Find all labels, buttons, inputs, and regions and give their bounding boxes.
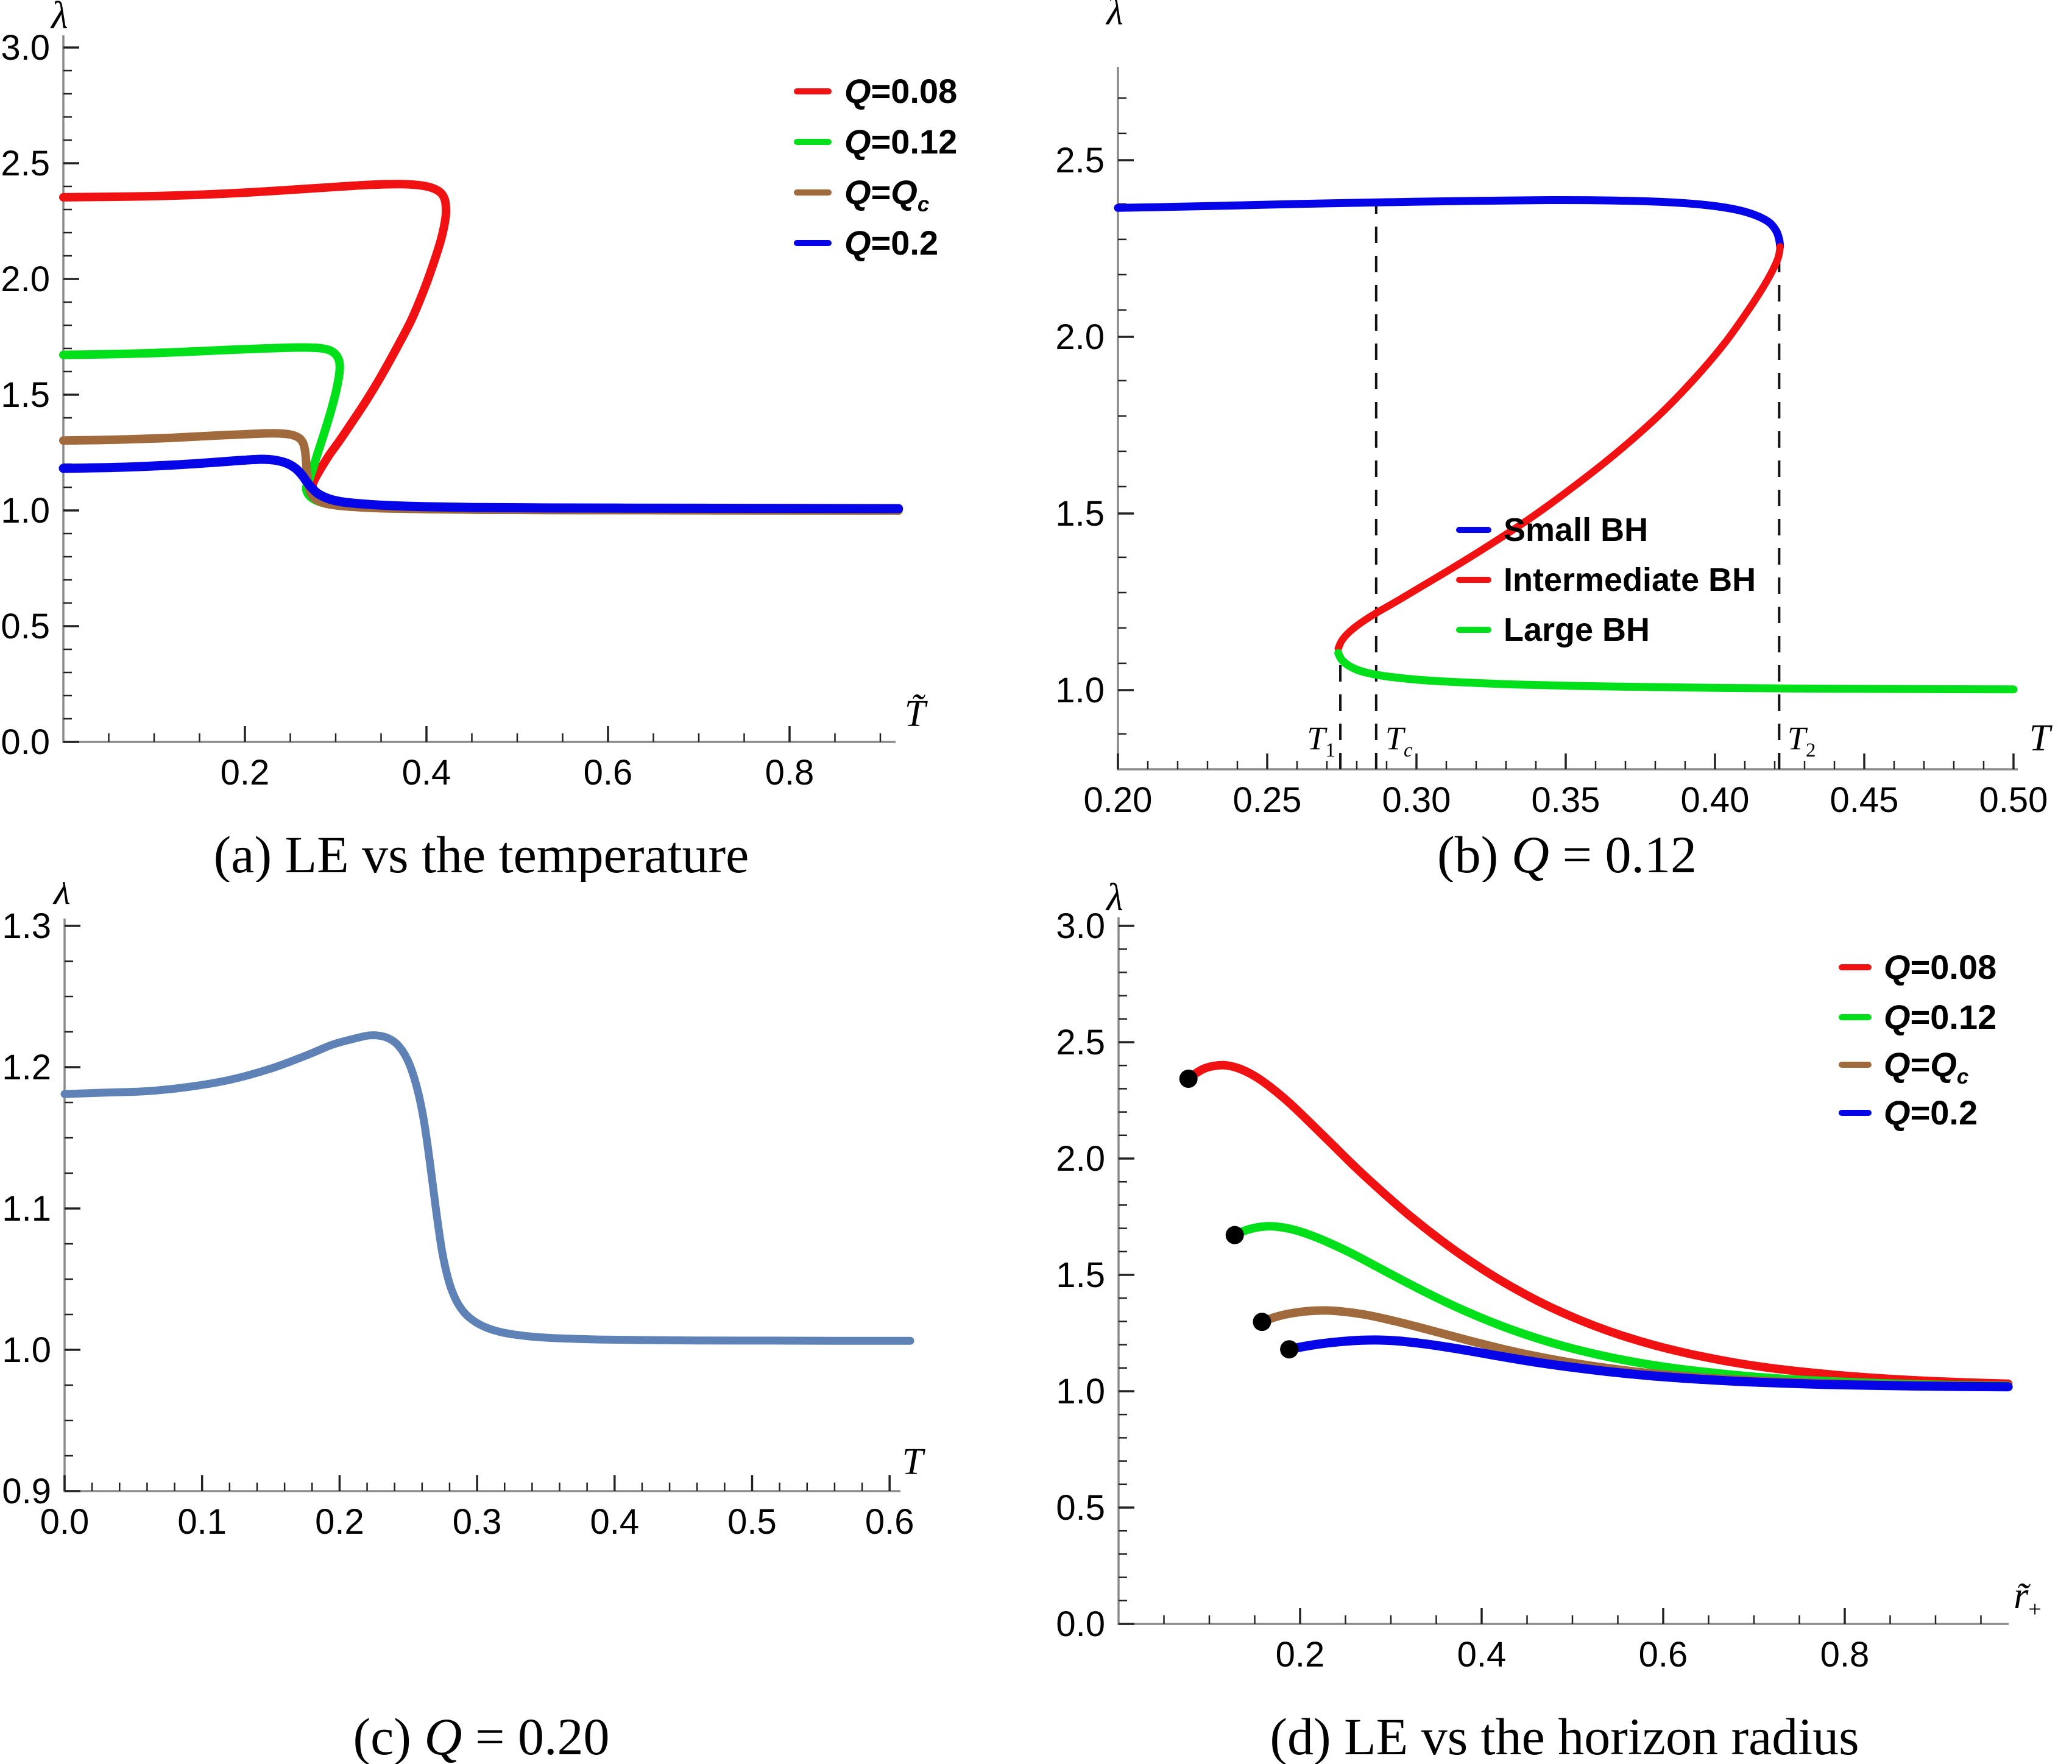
- x-tick-label: 0.4: [590, 1502, 639, 1542]
- chart-canvas-c: 0.0 0.1 0.2 0.3 0.4 0.5 0.6 0.9 1.0 1.1 1.2 1.3 Tλ (c…: [2, 882, 926, 1764]
- y-tick-label: 1.0: [2, 1330, 51, 1370]
- panel-d-le-vs-horizon-radius: 0.2 0.4 0.6 0.8 0.0 0.5 1.0 1.5 2.0 2.5 3.0 Q=0.08 Q…: [1036, 882, 2072, 1764]
- series-curve-q-0-12: [59, 343, 903, 515]
- x-axis-symbol: T: [2029, 718, 2053, 759]
- legend-label-q-0-2: Q=0.2: [1884, 1093, 1978, 1132]
- x-tick-label: 0.4: [1457, 1635, 1507, 1674]
- x-tick-label: 0.0: [40, 1502, 90, 1542]
- x-tick-label: 0.30: [1382, 780, 1451, 820]
- endpoint-dot-q-0-08: [1179, 1069, 1198, 1088]
- chart-canvas-b: 0.20 0.25 0.30 0.35 0.40 0.45 0.50 1.0 1.5 2.0 2.5…: [1055, 0, 2053, 882]
- y-tick-label: 1.3: [2, 906, 51, 946]
- x-axis-symbol: T̃: [905, 693, 928, 735]
- caption-b: (b) Q = 0.12: [1437, 825, 1697, 882]
- x-tick-label: 0.6: [865, 1502, 914, 1542]
- caption-d: (d) LE vs the horizon radius: [1270, 1707, 1859, 1764]
- y-tick-label: 1.0: [1055, 671, 1105, 710]
- x-tick-label: 0.50: [1979, 780, 2048, 820]
- x-tick-label: 0.5: [727, 1502, 777, 1542]
- y-tick-label: 0.9: [2, 1472, 51, 1511]
- y-tick-label: 2.0: [1055, 317, 1105, 357]
- x-tick-label: 0.1: [177, 1502, 227, 1542]
- series-curve-q-0-2: [58, 454, 903, 513]
- legend-label-q-0-08: Q=0.08: [844, 72, 957, 110]
- legend-label-q-0-12: Q=0.12: [844, 122, 957, 161]
- y-tick-label: 1.5: [1, 375, 50, 415]
- x-tick-label: 0.25: [1233, 780, 1302, 820]
- x-tick-label: 0.35: [1532, 780, 1600, 820]
- x-tick-label: 0.2: [221, 753, 270, 792]
- y-axis-symbol: λ: [1105, 882, 1123, 919]
- y-axis-symbol: λ: [1105, 0, 1123, 33]
- y-tick-label: 0.5: [1056, 1488, 1105, 1528]
- y-tick-label: 1.0: [1056, 1372, 1105, 1411]
- legend-label-q-0-2: Q=0.2: [844, 224, 938, 262]
- x-tick-label: 0.3: [453, 1502, 502, 1542]
- series-curve-small-bh: [1114, 196, 1784, 251]
- caption-a: (a) LE vs the temperature: [214, 825, 749, 882]
- legend-label-q-qc: Q=Qc: [1884, 1045, 1968, 1088]
- legend-label-large-bh: Large BH: [1504, 612, 1650, 648]
- series-curve-intermediate-bh: [1334, 243, 1784, 652]
- y-tick-label: 2.0: [1, 259, 50, 299]
- x-tick-label: 0.8: [1820, 1635, 1870, 1674]
- y-tick-label: 2.5: [1056, 1023, 1105, 1062]
- series-curve-q-qc: [59, 429, 903, 515]
- panel-a-le-vs-temperature: 0.2 0.4 0.6 0.8 0.0 0.5 1.0 1.5 2.0 2.5 3.0 Q=0.08 Q…: [0, 0, 1036, 882]
- y-tick-label: 1.0: [1, 491, 50, 531]
- panel-b-q-0-12: 0.20 0.25 0.30 0.35 0.40 0.45 0.50 1.0 1.5 2.0 2.5…: [1036, 0, 2072, 882]
- endpoint-dot-q-0-2: [1280, 1340, 1299, 1359]
- y-tick-label: 0.5: [1, 607, 50, 646]
- series-curve-q-0-20: [60, 1031, 914, 1345]
- y-tick-label: 1.5: [1056, 1255, 1105, 1295]
- y-tick-label: 1.1: [2, 1189, 51, 1229]
- x-tick-label: 0.6: [584, 753, 633, 792]
- chart-canvas-d: 0.2 0.4 0.6 0.8 0.0 0.5 1.0 1.5 2.0 2.5 3.0 Q=0.08 Q…: [1056, 882, 2042, 1764]
- vline-label-2: T2: [1787, 720, 1816, 761]
- chart-canvas-a: 0.2 0.4 0.6 0.8 0.0 0.5 1.0 1.5 2.0 2.5 3.0 Q=0.08 Q…: [1, 0, 957, 882]
- legend-label-q-0-12: Q=0.12: [1884, 998, 1996, 1036]
- y-tick-label: 1.5: [1055, 494, 1105, 534]
- x-tick-label: 0.45: [1830, 780, 1899, 820]
- legend-label-small-bh: Small BH: [1504, 512, 1648, 548]
- x-tick-label: 0.4: [402, 753, 451, 792]
- legend-label-q-qc: Q=Qc: [844, 173, 929, 216]
- caption-c: (c) Q = 0.20: [353, 1707, 609, 1764]
- y-tick-label: 0.0: [1056, 1604, 1105, 1644]
- x-tick-label: 0.20: [1084, 780, 1153, 820]
- endpoint-dot-q-0-12: [1225, 1226, 1244, 1244]
- y-tick-label: 1.2: [2, 1048, 51, 1087]
- y-tick-label: 3.0: [1, 28, 50, 68]
- legend-label-q-0-08: Q=0.08: [1884, 948, 1996, 986]
- x-tick-label: 0.2: [1276, 1635, 1325, 1674]
- y-tick-label: 2.0: [1056, 1139, 1105, 1179]
- series-curve-large-bh: [1334, 649, 2018, 694]
- vline-label-1: Tc: [1385, 720, 1413, 761]
- x-tick-label: 0.40: [1681, 780, 1750, 820]
- series-curve-q-0-08: [1184, 1060, 2013, 1388]
- series-curve-q-0-2: [1284, 1335, 2013, 1392]
- endpoint-dot-q-qc: [1253, 1313, 1271, 1332]
- y-tick-label: 3.0: [1056, 906, 1105, 946]
- x-tick-label: 0.2: [315, 1502, 364, 1542]
- x-tick-label: 0.6: [1639, 1635, 1688, 1674]
- y-axis-symbol: λ: [50, 0, 68, 37]
- series-curve-q-0-12: [1230, 1222, 2013, 1391]
- y-tick-label: 2.5: [1, 144, 50, 183]
- y-axis-symbol: λ: [52, 882, 71, 912]
- vline-label-0: T1: [1307, 720, 1335, 761]
- y-tick-label: 0.0: [1, 722, 50, 762]
- legend-label-intermediate-bh: Intermediate BH: [1504, 562, 1756, 598]
- y-tick-label: 2.5: [1055, 141, 1105, 180]
- x-tick-label: 0.8: [765, 753, 815, 792]
- x-axis-symbol: T: [902, 1441, 926, 1483]
- x-axis-symbol: r̃+: [2014, 1575, 2042, 1622]
